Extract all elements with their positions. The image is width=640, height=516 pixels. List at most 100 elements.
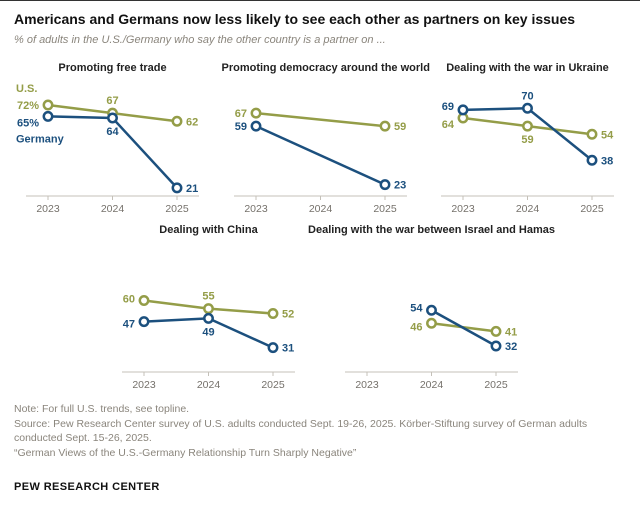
value-label: 64 bbox=[106, 126, 119, 138]
chart-title-free-trade: Promoting free trade bbox=[58, 62, 167, 74]
value-label: 23 bbox=[394, 180, 406, 192]
axis-tick-label: 2023 bbox=[451, 203, 475, 215]
trend-line-germany bbox=[254, 124, 386, 186]
data-point bbox=[457, 104, 469, 116]
axis-tick-label: 2025 bbox=[373, 203, 397, 215]
data-point bbox=[490, 340, 502, 352]
value-label: 41 bbox=[505, 326, 517, 338]
chart-free-trade: Promoting free trade 2023 2024 2025 72% 67 62… bbox=[14, 62, 211, 218]
value-label: 49 bbox=[202, 326, 214, 338]
axis-tick-label: 2023 bbox=[132, 379, 156, 391]
axis-tick-label: 2025 bbox=[165, 203, 189, 215]
data-point bbox=[42, 99, 54, 111]
value-label: 69 bbox=[442, 101, 454, 113]
data-point bbox=[203, 312, 214, 324]
axis-tick-label: 2023 bbox=[244, 203, 268, 215]
data-point bbox=[171, 182, 183, 194]
value-label: 46 bbox=[410, 321, 422, 333]
value-label: 62 bbox=[186, 116, 198, 128]
report-title-line: “German Views of the U.S.-Germany Relati… bbox=[14, 447, 357, 460]
chart-title-democracy: Promoting democracy around the world bbox=[221, 62, 430, 74]
notes: Note: For full U.S. trends, see topline.… bbox=[14, 402, 626, 461]
chart-title-china: Dealing with China bbox=[159, 224, 258, 236]
page-subtitle: % of adults in the U.S./Germany who say … bbox=[14, 34, 386, 46]
axis-tick-label: 2023 bbox=[36, 203, 60, 215]
data-point bbox=[379, 179, 390, 191]
charts-row-2: Dealing with China 2023 2024 2025 60 55 52 47 4… bbox=[14, 224, 626, 394]
axis-tick-label: 2025 bbox=[484, 379, 508, 391]
charts-row-1: Promoting free trade 2023 2024 2025 72% 67 62… bbox=[14, 62, 626, 218]
value-label: 54 bbox=[410, 302, 423, 314]
value-label: 59 bbox=[394, 121, 406, 133]
value-label: 32 bbox=[505, 341, 517, 353]
data-point bbox=[203, 303, 214, 315]
data-point bbox=[171, 115, 183, 127]
chart-ukraine: Dealing with the war in Ukraine 2023 2024… bbox=[429, 62, 626, 218]
data-point bbox=[522, 102, 533, 114]
value-label: 70 bbox=[521, 90, 533, 102]
value-label: 60 bbox=[123, 294, 135, 306]
pew-research-center-logo: PEW RESEARCH CENTER bbox=[14, 480, 160, 493]
chart-china: Dealing with China 2023 2024 2025 60 55 52 47 4… bbox=[110, 224, 307, 394]
legend-germany: Germany bbox=[16, 133, 65, 145]
value-label: 72% bbox=[17, 100, 39, 112]
chart-israel-hamas: Dealing with the war between Israel and … bbox=[308, 224, 555, 394]
value-label: 21 bbox=[186, 183, 198, 195]
value-label: 54 bbox=[601, 129, 614, 141]
axis-tick-label: 2023 bbox=[355, 379, 379, 391]
legend-us: U.S. bbox=[16, 83, 37, 95]
data-point bbox=[250, 107, 261, 119]
line-chart-china: 2023 2024 2025 60 55 52 47 49 31 bbox=[110, 254, 307, 394]
data-point bbox=[107, 112, 118, 124]
page-title: Americans and Germans now less likely to… bbox=[14, 11, 576, 27]
line-chart-ukraine: 2023 2024 2025 64 59 54 69 70 38 bbox=[429, 78, 626, 218]
chart-svg: 2023 2024 2025 60 55 52 47 49 31 bbox=[122, 291, 295, 391]
data-point bbox=[586, 154, 598, 166]
value-label: 38 bbox=[601, 155, 613, 167]
data-point bbox=[490, 325, 502, 337]
chart-svg: 2023 2024 2025 46 41 54 32 bbox=[345, 302, 518, 391]
value-label: 67 bbox=[106, 95, 118, 107]
chart-democracy: Promoting democracy around the world 202… bbox=[221, 62, 430, 218]
chart-title-ukraine: Dealing with the war in Ukraine bbox=[446, 62, 609, 74]
value-label: 65% bbox=[17, 117, 39, 129]
value-label: 47 bbox=[123, 319, 135, 331]
source-line: Source: Pew Research Center survey of U.… bbox=[14, 417, 588, 445]
value-label: 55 bbox=[202, 291, 214, 303]
axis-tick-label: 2024 bbox=[516, 203, 540, 215]
data-point bbox=[42, 110, 54, 122]
value-label: 64 bbox=[442, 119, 455, 131]
value-label: 67 bbox=[234, 108, 246, 120]
axis-tick-label: 2024 bbox=[308, 203, 332, 215]
line-chart-democracy: 2023 2024 2025 67 59 59 23 bbox=[222, 78, 419, 218]
axis-tick-label: 2024 bbox=[197, 379, 221, 391]
axis-tick-label: 2024 bbox=[420, 379, 444, 391]
trend-line-us bbox=[255, 111, 385, 128]
data-point bbox=[138, 316, 150, 328]
data-point bbox=[267, 308, 279, 319]
chart-svg: 2023 2024 2025 72% 67 62 65% 64 21 U.S. Germany bbox=[16, 83, 199, 215]
data-point bbox=[379, 120, 390, 132]
chart-title-israel-hamas: Dealing with the war between Israel and … bbox=[308, 224, 555, 236]
chart-svg: 2023 2024 2025 64 59 54 69 70 38 bbox=[441, 90, 614, 215]
data-point bbox=[426, 317, 437, 329]
value-label: 31 bbox=[282, 343, 294, 355]
axis-tick-label: 2025 bbox=[580, 203, 604, 215]
value-label: 59 bbox=[521, 134, 533, 146]
data-point bbox=[250, 120, 261, 132]
value-label: 59 bbox=[234, 121, 246, 133]
data-point bbox=[267, 342, 279, 354]
data-point bbox=[522, 120, 533, 132]
axis-tick-label: 2024 bbox=[101, 203, 125, 215]
line-chart-free-trade: 2023 2024 2025 72% 67 62 65% 64 21 U.S. Germany bbox=[14, 78, 211, 218]
trend-line-germany bbox=[430, 309, 497, 348]
axis-tick-label: 2025 bbox=[261, 379, 285, 391]
value-label: 52 bbox=[282, 309, 294, 321]
data-point bbox=[138, 295, 150, 306]
data-point bbox=[586, 128, 598, 140]
line-chart-israel-hamas: 2023 2024 2025 46 41 54 32 bbox=[333, 254, 530, 394]
data-point bbox=[426, 304, 437, 316]
note-line: Note: For full U.S. trends, see topline. bbox=[14, 403, 190, 415]
